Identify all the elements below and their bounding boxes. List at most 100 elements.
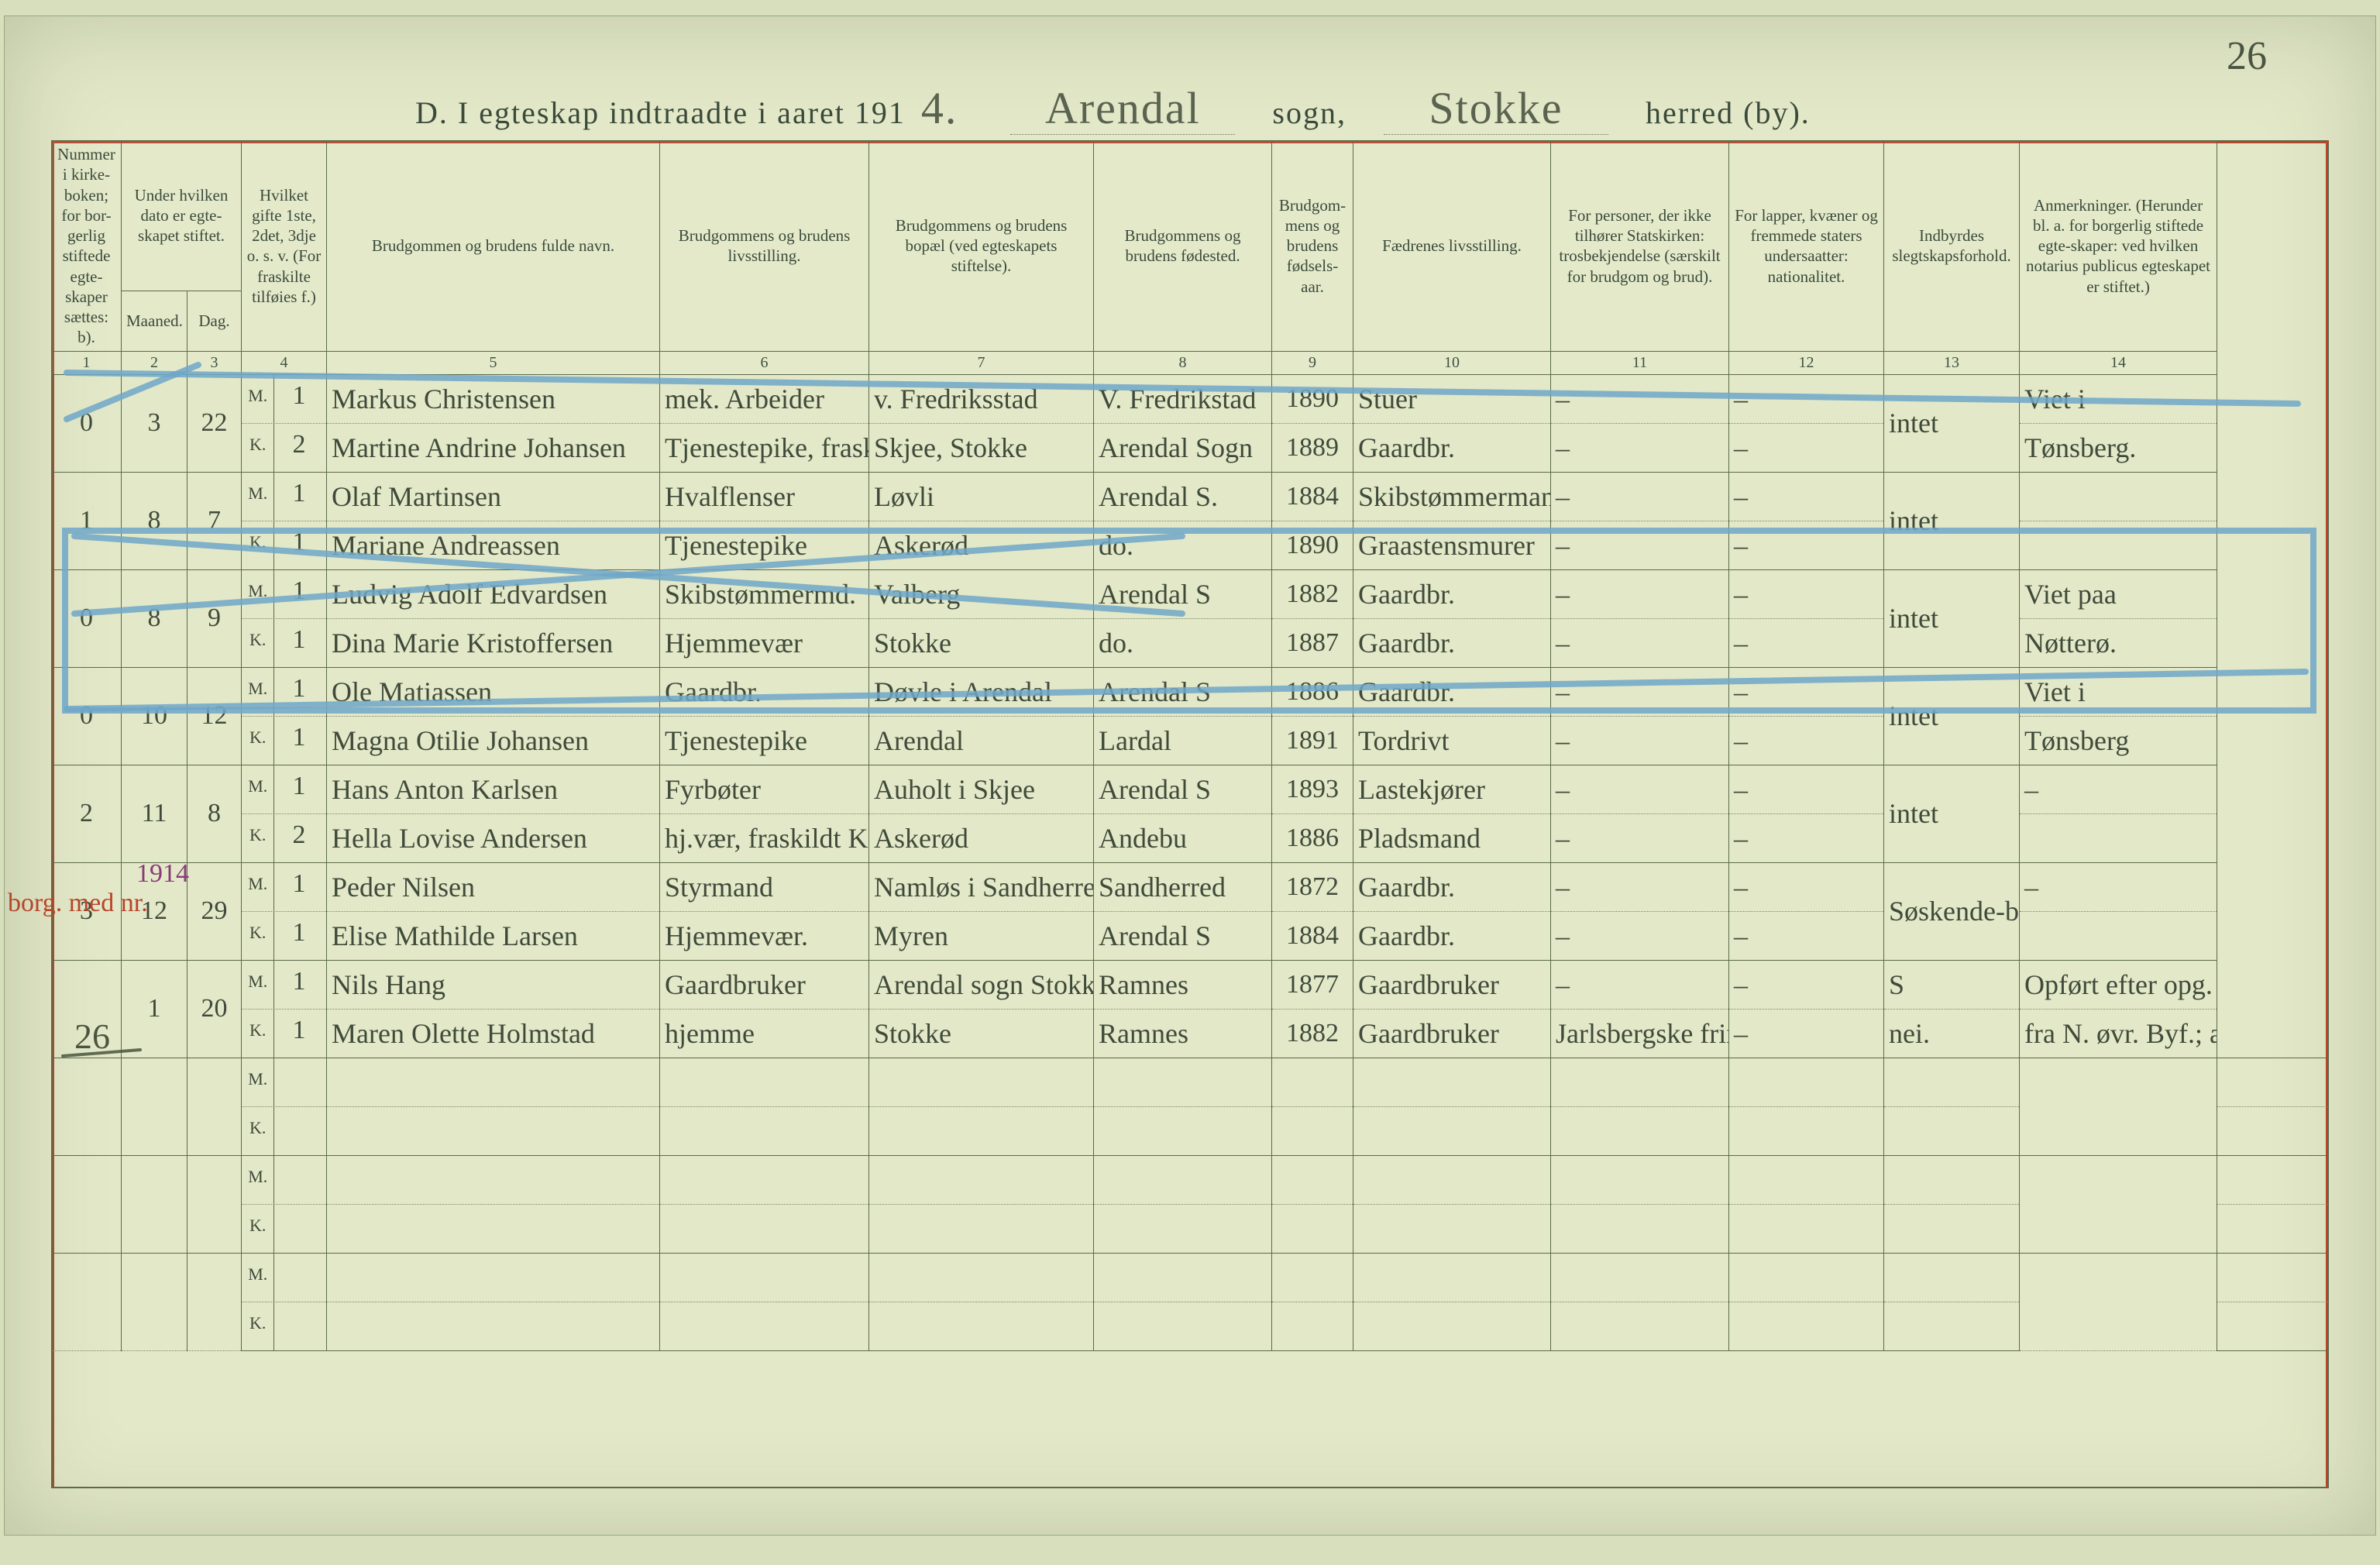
table-row: K. [52,1106,2329,1155]
cell-c14 [2217,1155,2329,1204]
cell-blank [1729,1155,1884,1204]
cell-blank [869,1058,1094,1106]
col-header-6: Brudgommens og brudens livsstilling. [660,141,869,352]
cell-stilling: Hjemmevær. [660,911,869,960]
cell-c11: – [1551,960,1729,1009]
cell-bopel: Arendal [869,716,1094,765]
colnum-13: 13 [1884,351,2020,374]
cell-c13 [2020,1253,2217,1350]
cell-navn: Maren Olette Holmstad [327,1009,660,1058]
table-row: 31229M.1Peder NilsenStyrmandNamløs i San… [52,862,2329,911]
cell-c12: – [1729,667,1884,716]
cell-c11: – [1551,569,1729,618]
cell-blank [660,1253,869,1302]
mk-gifte-cell: M. [242,1253,327,1302]
cell-num [52,1253,122,1350]
cell-c14 [2020,472,2217,521]
page-title: D. I egteskap indtraadte i aaret 1914. A… [5,82,2375,135]
cell-blank [1094,1204,1272,1253]
cell-c14: Nøtterø. [2020,618,2217,667]
cell-blank [327,1253,660,1302]
cell-blank [327,1155,660,1204]
col-header-13: Indbyrdes slegtskapsforhold. [1884,141,2020,352]
cell-blank [327,1302,660,1350]
cell-aar: 1893 [1272,765,1353,813]
gifte-value: 1 [274,912,323,954]
cell-c11: – [1551,716,1729,765]
cell-faedre: Lastekjører [1353,765,1551,813]
gifte-value: 1 [274,521,323,563]
cell-bopel: Stokke [869,618,1094,667]
title-prefix: D. I egteskap indtraadte i aaret 191 [415,95,906,130]
mk-label: K. [242,1010,274,1058]
cell-c14: Viet paa [2020,569,2217,618]
cell-aar: 1890 [1272,521,1353,569]
cell-stilling: Tjenestepike [660,521,869,569]
cell-bopel: Namløs i Sandherred [869,862,1094,911]
cell-c12: – [1729,862,1884,911]
cell-aar: 1890 [1272,374,1353,423]
colnum-9: 9 [1272,351,1353,374]
mk-gifte-cell: K.1 [242,911,327,960]
cell-c14: Tønsberg. [2020,423,2217,472]
cell-navn: Ole Matiassen [327,667,660,716]
cell-bopel: Myren [869,911,1094,960]
cell-stilling: hjemme [660,1009,869,1058]
gifte-value: 1 [274,668,323,710]
cell-faedre: Pladsmand [1353,813,1551,862]
cell-c12: – [1729,374,1884,423]
cell-fodested: Lardal [1094,716,1272,765]
colnum-3: 3 [187,351,242,374]
colnum-14: 14 [2020,351,2217,374]
cell-aar: 1872 [1272,862,1353,911]
cell-aar: 1877 [1272,960,1353,1009]
table-row: M. [52,1253,2329,1302]
cell-c13: Søskende-barn. [1884,862,2020,960]
cell-blank [1551,1058,1729,1106]
cell-dag: 22 [187,374,242,472]
cell-c12: – [1729,521,1884,569]
cell-fodested: Arendal S [1094,569,1272,618]
cell-navn: Martine Andrine Johansen [327,423,660,472]
cell-blank [1353,1302,1551,1350]
herred-value: Stokke [1384,82,1608,135]
table-row: 120M.1Nils HangGaardbrukerArendal sogn S… [52,960,2329,1009]
cell-blank [869,1302,1094,1350]
cell-maaned: 8 [122,569,187,667]
cell-faedre: Graastensmurer [1353,521,1551,569]
cell-stilling: Hjemmevær [660,618,869,667]
mk-label: M. [242,765,274,813]
cell-aar: 1891 [1272,716,1353,765]
cell-blank [1272,1058,1353,1106]
page-number: 26 [2227,33,2267,79]
cell-num: 0 [52,569,122,667]
cell-c14 [2217,1253,2329,1302]
mk-gifte-cell: M.1 [242,667,327,716]
cell-c11: – [1551,521,1729,569]
cell-navn: Olaf Martinsen [327,472,660,521]
mk-label: M. [242,1058,274,1106]
cell-c14 [2217,1106,2329,1155]
cell-stilling: Tjenestepike [660,716,869,765]
cell-c13 [2020,1058,2217,1155]
mk-gifte-cell: K. [242,1106,327,1155]
mk-label: K. [242,814,274,862]
colnum-1: 1 [52,351,122,374]
mk-gifte-cell: M.1 [242,472,327,521]
cell-blank [327,1058,660,1106]
cell-c12: – [1729,423,1884,472]
mk-gifte-cell: M.1 [242,765,327,813]
cell-bopel: Auholt i Skjee [869,765,1094,813]
cell-faedre: Gaardbr. [1353,618,1551,667]
cell-c13: intet [1884,374,2020,472]
table-row: 089M.1Ludvig Adolf EdvardsenSkibstømmerm… [52,569,2329,618]
cell-blank [1094,1058,1272,1106]
cell-blank [1094,1302,1272,1350]
col-header-5: Brudgommen og brudens fulde navn. [327,141,660,352]
cell-faedre: Stuer [1353,374,1551,423]
cell-navn: Magna Otilie Johansen [327,716,660,765]
col-header-8: Brudgommens og brudens fødested. [1094,141,1272,352]
table-row: K. [52,1204,2329,1253]
cell-navn: Elise Mathilde Larsen [327,911,660,960]
cell-c14: – [2020,765,2217,813]
